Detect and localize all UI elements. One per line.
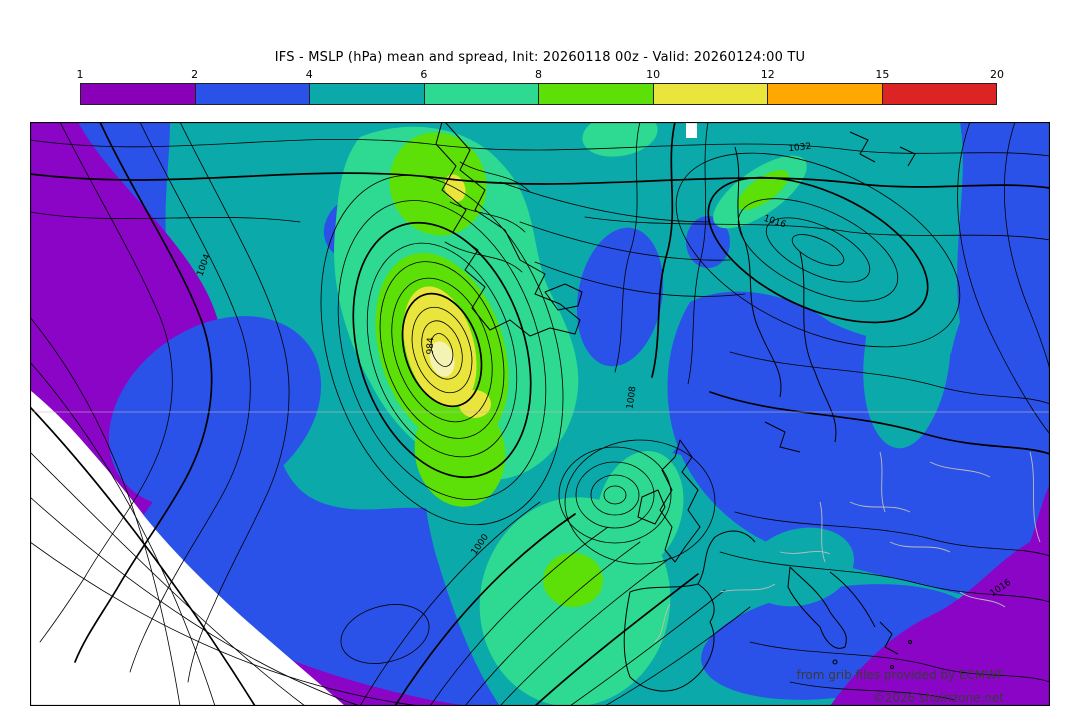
colorbar-segment [768,84,883,104]
coastline-layer [435,122,916,692]
colorbar-tick-label: 6 [420,68,428,81]
weather-map: 984 1004 1008 1000 1016 1032 1016 from g… [30,122,1050,706]
colorbar-tick-label: 15 [875,68,890,81]
low-center-rings [320,174,564,526]
colorbar-segment [310,84,425,104]
colorbar-tick-label: 1 [76,68,84,81]
page-title: IFS - MSLP (hPa) mean and spread, Init: … [274,50,806,65]
isobar-label: 1032 [788,142,812,154]
isobar-label: 1008 [625,385,638,409]
colorbar-ticks: 1 2 4 6 8 10 12 15 20 [76,68,1005,82]
colorbar-tick-label: 10 [646,68,661,81]
colorbar-segment [195,84,310,104]
colorbar-segment [882,84,996,104]
colorbar-tick-label: 8 [535,68,542,81]
colorbar-segment [653,84,768,104]
secondary-low-rings [558,439,716,565]
colorbar-segment [81,84,196,104]
credit-ecmwf: from grib files provided by ECMWF [796,668,1004,682]
colorbar-tick-label: 20 [990,68,1004,81]
isobar-layer [30,122,1050,706]
colorbar-tick-label: 12 [760,68,775,81]
colorbar-segment [539,84,654,104]
colorbar [80,83,997,105]
map-frame [30,122,1050,706]
data-gap-notch [686,122,697,138]
colorbar-segment [424,84,539,104]
high-center-rings [675,152,961,348]
credit-site: ©2026 shairizone.net [872,691,1004,705]
colorbar-tick-label: 4 [305,68,313,81]
isobar-label: 984 [426,337,437,355]
border-layer [654,451,1041,643]
colorbar-tick-label: 2 [191,68,199,81]
map-svg: 984 1004 1008 1000 1016 1032 1016 [30,122,1050,706]
